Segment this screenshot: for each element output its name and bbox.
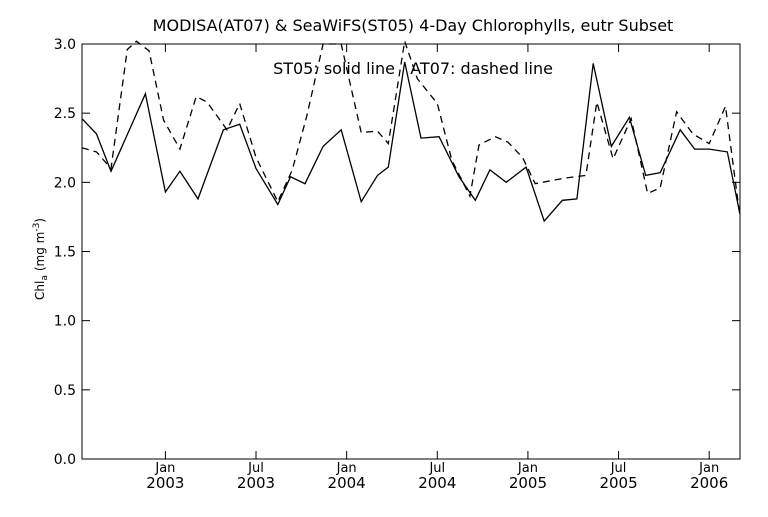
x-tick-year-5: 2005 [599, 474, 637, 492]
series-line-st05 [81, 61, 741, 223]
y-tick-label-2: 1.0 [54, 314, 76, 330]
series-annotation: ST05: solid line AT07: dashed line [273, 59, 553, 78]
x-tick-year-2: 2004 [328, 474, 366, 492]
x-tick-month-2: Jan [336, 461, 357, 476]
x-tick-month-6: Jan [698, 461, 719, 476]
y-label-main: Chl [33, 281, 47, 300]
y-tick-label-1: 0.5 [54, 383, 76, 399]
y-tick-label-6: 3.0 [54, 37, 76, 53]
x-tick-year-4: 2005 [509, 474, 547, 492]
y-tick-label-4: 2.0 [54, 175, 76, 191]
y-axis-label: Chla (mg m-3) [32, 218, 50, 300]
x-tick-year-0: 2003 [146, 474, 184, 492]
x-tick-month-3: Jul [428, 461, 445, 476]
x-tick-month-4: Jan [517, 461, 538, 476]
x-tick-year-6: 2006 [690, 474, 728, 492]
x-tick-month-0: Jan [154, 461, 175, 476]
x-tick-year-1: 2003 [237, 474, 275, 492]
y-label-unit: (mg m [33, 232, 47, 272]
y-label-close: ) [33, 218, 47, 223]
x-tick-month-1: Jul [247, 461, 264, 476]
y-tick-label-5: 2.5 [54, 106, 76, 122]
svg-text:Chla(mg m-3): Chla (mg m-3) [32, 218, 50, 300]
series-line-at07 [81, 40, 741, 217]
x-tick-month-5: Jul [610, 461, 627, 476]
chart-title: MODISA(AT07) & SeaWiFS(ST05) 4-Day Chlor… [153, 16, 674, 35]
plot-frame [81, 43, 741, 460]
y-tick-label-0: 0.0 [54, 452, 76, 468]
y-tick-label-3: 1.5 [54, 245, 76, 261]
y-label-sub: a [40, 275, 50, 281]
y-label-sup: -3 [32, 223, 42, 232]
series-lines [81, 40, 741, 223]
axis-ticks: 0.00.51.01.52.02.53.0Jan2003Jul2003Jan20… [54, 37, 740, 492]
x-tick-year-3: 2004 [418, 474, 456, 492]
